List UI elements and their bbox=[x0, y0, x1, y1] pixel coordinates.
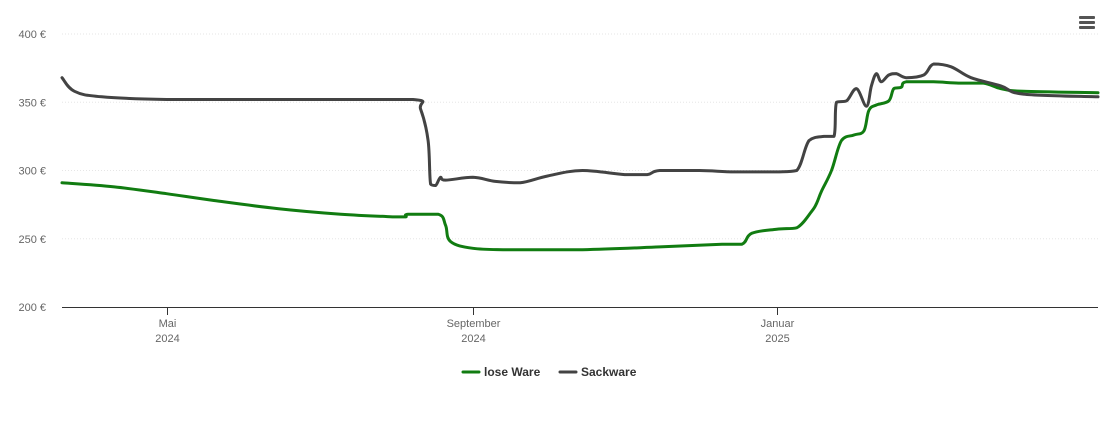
series-line-sackware bbox=[60, 62, 1100, 187]
x-axis: Mai 2024 September 2024 Januar 2025 bbox=[62, 307, 1098, 345]
menu-bar bbox=[1079, 16, 1095, 19]
menu-bar bbox=[1079, 21, 1095, 24]
menu-bar bbox=[1079, 26, 1095, 29]
legend-label: Sackware bbox=[581, 365, 637, 379]
series-lines bbox=[60, 62, 1100, 252]
y-tick-label: 400 € bbox=[18, 29, 46, 41]
y-tick-label: 200 € bbox=[18, 302, 46, 314]
hamburger-menu-icon[interactable] bbox=[1076, 12, 1098, 32]
legend-item-lose-ware[interactable]: lose Ware bbox=[461, 365, 541, 379]
x-tick-sublabel: 2025 bbox=[765, 333, 789, 345]
x-tick-sublabel: 2024 bbox=[461, 333, 485, 345]
x-tick-label: Mai bbox=[159, 318, 177, 330]
y-tick-label: 250 € bbox=[18, 234, 46, 246]
y-axis: 200 € 250 € 300 € 350 € 400 € bbox=[18, 29, 46, 314]
legend-item-sackware[interactable]: Sackware bbox=[558, 365, 637, 379]
legend[interactable]: lose Ware Sackware bbox=[461, 365, 637, 379]
y-tick-label: 350 € bbox=[18, 97, 46, 109]
series-line-lose-ware bbox=[60, 80, 1100, 252]
x-tick-label: September bbox=[447, 318, 501, 330]
x-tick-label: Januar bbox=[761, 318, 795, 330]
legend-label: lose Ware bbox=[484, 365, 541, 379]
x-tick-sublabel: 2024 bbox=[155, 333, 179, 345]
y-tick-label: 300 € bbox=[18, 166, 46, 178]
